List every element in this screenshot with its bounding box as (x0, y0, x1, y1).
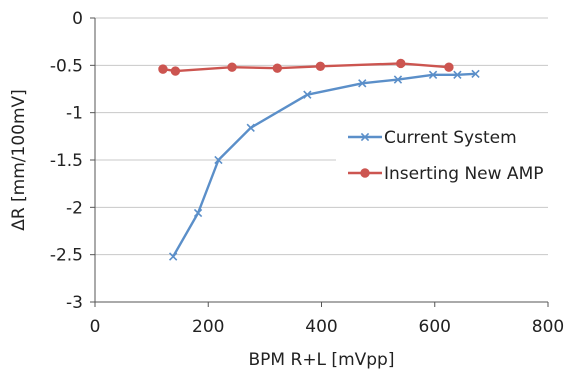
legend-label: Inserting New AMP (384, 164, 543, 184)
y-tick-label: 0 (72, 9, 83, 29)
data-point (272, 63, 283, 73)
y-tick-label: -1 (66, 104, 83, 124)
series-line (172, 72, 476, 258)
x-tick-label: 800 (532, 317, 564, 337)
y-tick-label: -2 (66, 198, 83, 218)
y-tick-label: -0.5 (50, 56, 83, 76)
data-point (444, 62, 454, 72)
data-point (396, 58, 406, 69)
data-point (227, 62, 237, 72)
data-point (453, 70, 462, 79)
data-point (158, 64, 168, 74)
y-tick-label: -2.5 (50, 246, 83, 266)
data-point (168, 252, 178, 261)
x-tick-label: 200 (192, 317, 224, 337)
data-point (193, 208, 203, 218)
x-tick-label: 600 (419, 317, 451, 337)
data-point (315, 61, 326, 71)
legend-item-0: Current System (348, 128, 517, 148)
series (158, 58, 480, 261)
x-tick-label: 400 (305, 317, 337, 337)
data-point (393, 75, 403, 84)
series-0 (168, 69, 480, 261)
data-point (471, 69, 480, 79)
data-point (358, 79, 367, 88)
data-point (170, 66, 181, 76)
series-1 (158, 58, 454, 76)
y-tick-label: -1.5 (50, 151, 83, 171)
axes (90, 17, 549, 307)
series-line (162, 62, 450, 73)
y-tick-label: -3 (66, 293, 83, 313)
tick-labels: 0 -0.5 -1 -1.5 -2 -2.5 -3 0 200 400 600 800 (50, 9, 564, 337)
legend: Current System Inserting New AMP (348, 128, 543, 184)
x-tick-label: 0 (90, 317, 101, 337)
data-point (214, 155, 223, 165)
y-axis-label: ΔR [mm/100mV] (9, 89, 29, 231)
x-axis-label: BPM R+L [mVpp] (249, 350, 395, 370)
legend-label: Current System (384, 128, 517, 148)
data-point (246, 123, 255, 132)
legend-marker (360, 168, 370, 178)
legend-item-1: Inserting New AMP (348, 164, 543, 184)
data-point (303, 90, 312, 99)
legend-marker (360, 132, 370, 142)
data-point (428, 70, 438, 79)
